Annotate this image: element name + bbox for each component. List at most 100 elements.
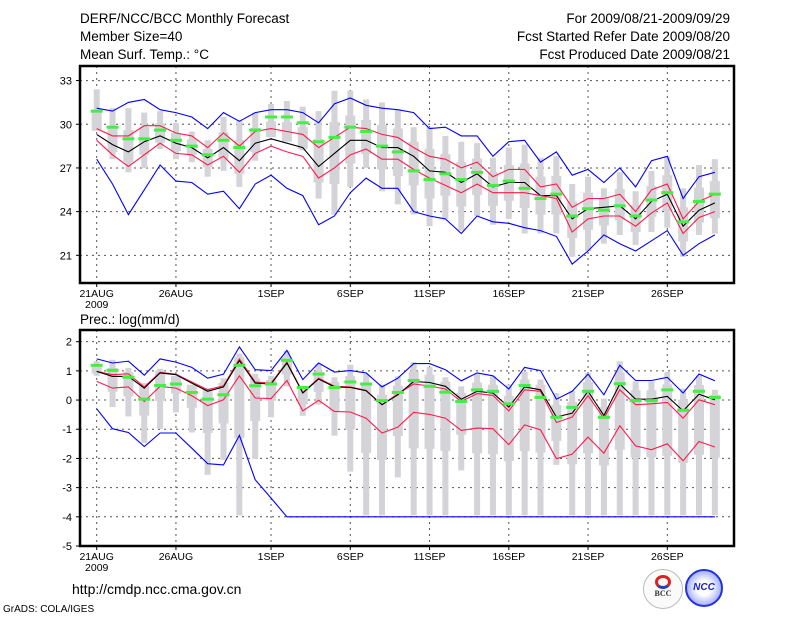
marker <box>265 115 278 119</box>
x-tick-label: 26SEP <box>651 551 684 563</box>
y-tick-label: -4 <box>62 512 72 524</box>
x-tick-label: 26AUG <box>159 288 193 300</box>
marker <box>471 388 484 392</box>
marker <box>391 150 404 154</box>
marker <box>677 220 690 224</box>
marker <box>693 389 705 393</box>
marker <box>169 382 182 386</box>
box-bar <box>123 130 134 163</box>
source-url[interactable]: http://cmdp.ncc.cma.gov.cn <box>72 581 242 597</box>
plot-frame <box>78 64 736 285</box>
series-line-max <box>96 97 716 200</box>
x-tick-label: 21SEP <box>572 288 605 300</box>
marker <box>534 197 547 201</box>
marker <box>677 408 690 412</box>
forecast-start-date: Fcst Started Refer Date 2009/08/20 <box>516 29 730 44</box>
marker <box>566 405 579 409</box>
forecast-period: For 2009/08/21-2009/09/29 <box>566 11 730 26</box>
marker <box>423 384 436 388</box>
marker <box>661 388 674 392</box>
marker <box>312 372 325 376</box>
marker <box>518 186 531 190</box>
box-bar <box>583 192 594 230</box>
x-tick-label: 1SEP <box>258 288 285 300</box>
series-line-mean <box>96 133 716 228</box>
marker <box>423 178 436 182</box>
marker <box>597 415 610 419</box>
series-line-lower <box>96 374 716 462</box>
whisker-bar <box>268 103 275 136</box>
box-bar <box>630 390 641 458</box>
box-bar <box>91 366 102 374</box>
box-bar <box>202 389 213 434</box>
box-bar <box>107 368 118 392</box>
box-bar <box>519 163 530 208</box>
y-tick-label: 33 <box>60 76 72 88</box>
marker <box>122 375 135 379</box>
marker <box>328 386 341 390</box>
series-line-max <box>96 345 716 400</box>
marker <box>486 389 499 393</box>
x-tick-label: 21SEP <box>572 551 605 563</box>
y-tick-label: 2 <box>66 337 72 349</box>
marker <box>708 192 721 196</box>
box-bar <box>694 187 704 223</box>
box-bar <box>424 374 435 449</box>
box-bar <box>297 389 308 405</box>
marker <box>233 146 246 150</box>
box-bar <box>107 126 118 152</box>
x-tick-label: 21AUG <box>79 288 113 300</box>
marker <box>90 109 103 113</box>
marker <box>582 207 595 211</box>
box-bar <box>250 378 261 422</box>
marker <box>312 140 325 144</box>
box-bar <box>408 371 419 449</box>
x-tick-label: 11SEP <box>414 288 446 300</box>
whisker-bar <box>188 386 195 433</box>
ncc-logo: NCC <box>685 569 723 607</box>
box-bar <box>694 385 704 455</box>
marker <box>154 383 167 387</box>
box-bar <box>424 149 435 199</box>
marker <box>296 386 309 390</box>
marker <box>217 138 230 142</box>
box-bar <box>678 207 689 242</box>
box-bar <box>408 141 419 186</box>
marker <box>169 138 182 142</box>
box-bar <box>266 379 277 401</box>
marker <box>249 384 262 388</box>
marker <box>344 125 357 129</box>
plot-frame <box>78 328 736 548</box>
marker <box>122 137 135 141</box>
x-tick-label: 16SEP <box>492 288 525 300</box>
marker <box>376 144 388 148</box>
marker <box>376 399 388 403</box>
box-bar <box>567 401 578 465</box>
y-tick-label: -2 <box>62 453 72 465</box>
box-bar <box>345 115 356 164</box>
marker <box>185 144 198 148</box>
marker <box>661 191 674 195</box>
box-bar <box>139 127 150 155</box>
series-line-min <box>96 158 716 265</box>
marker <box>629 214 642 218</box>
marker <box>106 125 119 129</box>
marker <box>154 128 167 132</box>
y-tick-label: 27 <box>60 163 72 175</box>
grads-credit: GrADS: COLA/IGES <box>3 604 95 615</box>
marker <box>613 382 626 386</box>
box-bar <box>234 357 245 438</box>
y-tick-label: -3 <box>62 483 72 495</box>
box-bar <box>266 121 277 138</box>
y-tick-label: 1 <box>66 366 72 378</box>
marker <box>534 395 547 399</box>
marker <box>502 402 515 406</box>
box-bar <box>250 127 261 152</box>
marker <box>344 380 357 384</box>
marker <box>138 137 151 141</box>
y-tick-label: 21 <box>60 250 72 262</box>
box-bar <box>472 158 483 195</box>
x-tick-label: 11SEP <box>414 551 446 563</box>
